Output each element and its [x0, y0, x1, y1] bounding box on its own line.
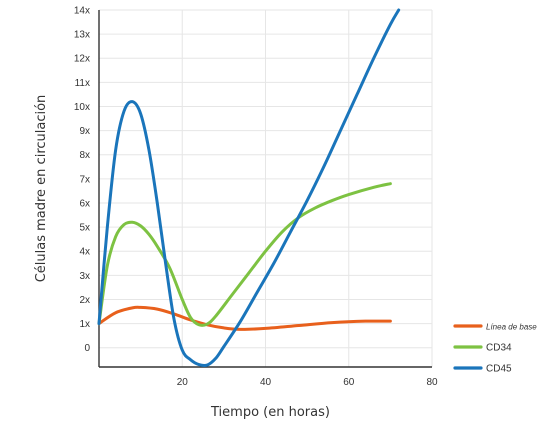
- y-tick-label: 9x: [79, 126, 90, 137]
- y-tick-label: 10x: [74, 102, 90, 113]
- y-tick-label: 0: [84, 343, 90, 354]
- y-tick-label: 11x: [75, 78, 90, 89]
- legend-label: CD34: [486, 343, 512, 354]
- y-tick-label: 14x: [74, 6, 90, 17]
- y-tick-label: 13x: [74, 30, 90, 41]
- legend-label: Línea de base: [486, 323, 537, 332]
- y-tick-label: 6x: [79, 198, 90, 209]
- series-lines: [97, 8, 401, 368]
- y-tick-label: 7x: [79, 174, 90, 185]
- gridlines: [99, 9, 433, 367]
- x-tick-label: 40: [260, 377, 272, 388]
- x-axis-title: Tiempo (en horas): [210, 405, 330, 420]
- legend: Línea de base CD34 CD45: [453, 323, 537, 375]
- y-tick-label: 3x: [79, 271, 90, 282]
- y-tick-label: 2x: [79, 295, 90, 306]
- y-tick-label: 5x: [79, 223, 90, 234]
- y-tick-label: 1x: [79, 319, 90, 330]
- series-line-cd45: [97, 8, 401, 368]
- y-tick-label: 12x: [74, 54, 90, 65]
- x-tick-label: 60: [343, 377, 355, 388]
- x-tick-label: 20: [177, 377, 189, 388]
- y-tick-label: 4x: [79, 247, 90, 258]
- legend-label: CD45: [486, 364, 512, 375]
- y-axis-title: Células madre en circulación: [34, 95, 49, 283]
- series-line-cd34: [97, 182, 392, 327]
- x-tick-label: 80: [426, 377, 438, 388]
- tick-labels: 0 1x 2x 3x 4x 5x 6x 7x 8x 9x 10x 11x 12x 13x 14x 20 40 60…: [74, 6, 438, 389]
- y-tick-label: 8x: [79, 150, 90, 161]
